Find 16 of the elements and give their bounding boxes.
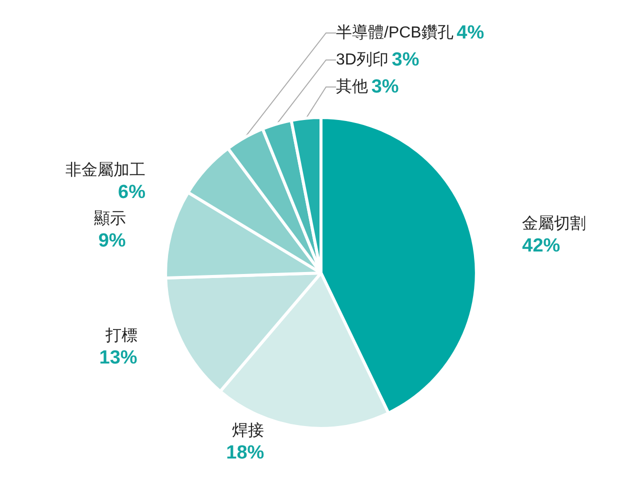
slice-label: 3D列印 bbox=[336, 50, 388, 68]
data-label: 18% bbox=[226, 442, 264, 464]
data-label: 6% bbox=[118, 182, 146, 203]
slice-label: 金屬切割 bbox=[522, 214, 586, 233]
slice-label: 打標 bbox=[104, 326, 138, 344]
data-label: 13% bbox=[99, 347, 138, 368]
data-label: 9% bbox=[98, 230, 126, 252]
slice-label: 非金屬加工 bbox=[65, 160, 146, 179]
data-label: 3% bbox=[371, 76, 399, 98]
data-label: 4% bbox=[456, 22, 484, 44]
data-label: 3% bbox=[392, 50, 420, 70]
data-label: 42% bbox=[522, 236, 560, 257]
slice-label: 其他 bbox=[336, 78, 368, 96]
slice-label: 半導體/PCB鑽孔 bbox=[336, 24, 454, 42]
slice-label: 焊接 bbox=[232, 422, 264, 440]
slice-label: 顯示 bbox=[94, 209, 126, 228]
